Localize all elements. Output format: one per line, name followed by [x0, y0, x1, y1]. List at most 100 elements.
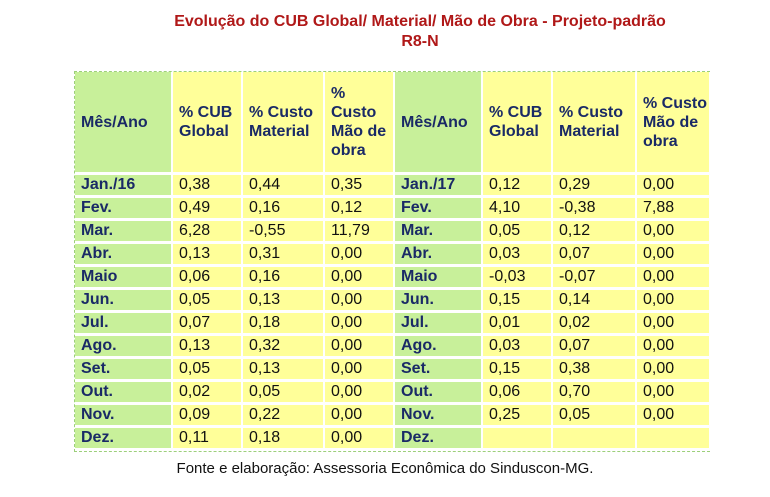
cell-material-2: -0,38 [553, 198, 637, 221]
cell-labor-2 [637, 428, 711, 451]
cell-labor-1: 0,00 [325, 267, 395, 290]
cell-labor-2: 0,00 [637, 290, 711, 313]
table-row: Nov. 0,09 0,22 0,00 Nov. 0,25 0,05 0,00 [75, 405, 711, 428]
cell-cub-global-2: 0,03 [483, 244, 553, 267]
cell-material-2: 0,07 [553, 244, 637, 267]
table-row: Out. 0,02 0,05 0,00 Out. 0,06 0,70 0,00 [75, 382, 711, 405]
cell-month-year-2: Nov. [395, 405, 483, 428]
cell-material-2: 0,05 [553, 405, 637, 428]
cell-month-year-1: Mar. [75, 221, 173, 244]
cell-labor-1: 0,00 [325, 244, 395, 267]
cell-cub-global-1: 0,38 [173, 175, 243, 198]
cell-month-year-1: Abr. [75, 244, 173, 267]
cell-material-1: 0,16 [243, 198, 325, 221]
cell-cub-global-2: -0,03 [483, 267, 553, 290]
cell-cub-global-2: 0,15 [483, 290, 553, 313]
header-cub-global-1: % CUB Global [173, 72, 243, 175]
cell-material-1: 0,13 [243, 359, 325, 382]
title-line-1: Evolução do CUB Global/ Material/ Mão de… [174, 13, 666, 30]
cell-labor-2: 7,88 [637, 198, 711, 221]
header-row: Mês/Ano % CUB Global % Custo Material % … [75, 72, 711, 175]
cell-material-1: 0,31 [243, 244, 325, 267]
cell-labor-2: 0,00 [637, 267, 711, 290]
cell-month-year-1: Ago. [75, 336, 173, 359]
cell-cub-global-2: 0,05 [483, 221, 553, 244]
header-month-year-1: Mês/Ano [75, 72, 173, 175]
cell-cub-global-2: 0,15 [483, 359, 553, 382]
cell-labor-1: 0,00 [325, 336, 395, 359]
table-row: Ago. 0,13 0,32 0,00 Ago. 0,03 0,07 0,00 [75, 336, 711, 359]
table-row: Mar. 6,28 -0,55 11,79 Mar. 0,05 0,12 0,00 [75, 221, 711, 244]
cell-labor-2: 0,00 [637, 244, 711, 267]
table-row: Abr. 0,13 0,31 0,00 Abr. 0,03 0,07 0,00 [75, 244, 711, 267]
cell-labor-2: 0,00 [637, 405, 711, 428]
cell-cub-global-1: 0,13 [173, 244, 243, 267]
cell-cub-global-1: 0,11 [173, 428, 243, 451]
cell-material-2: 0,70 [553, 382, 637, 405]
header-month-year-2: Mês/Ano [395, 72, 483, 175]
cell-month-year-2: Mar. [395, 221, 483, 244]
cub-table-container: Mês/Ano % CUB Global % Custo Material % … [74, 71, 711, 452]
cell-month-year-1: Maio [75, 267, 173, 290]
cell-material-1: 0,44 [243, 175, 325, 198]
cell-month-year-1: Jul. [75, 313, 173, 336]
table-row: Jun. 0,05 0,13 0,00 Jun. 0,15 0,14 0,00 [75, 290, 711, 313]
cell-cub-global-2: 4,10 [483, 198, 553, 221]
table-body: Jan./16 0,38 0,44 0,35 Jan./17 0,12 0,29 0,00 Fe… [75, 175, 711, 451]
cell-material-2: 0,38 [553, 359, 637, 382]
cell-labor-1: 0,00 [325, 359, 395, 382]
cell-cub-global-1: 0,06 [173, 267, 243, 290]
cell-material-1: -0,55 [243, 221, 325, 244]
cell-month-year-1: Set. [75, 359, 173, 382]
table-row: Maio 0,06 0,16 0,00 Maio -0,03 -0,07 0,00 [75, 267, 711, 290]
header-labor-2: % Custo Mão de obra [637, 72, 711, 175]
page-title: Evolução do CUB Global/ Material/ Mão de… [60, 12, 770, 52]
cell-month-year-2: Abr. [395, 244, 483, 267]
cell-labor-1: 0,35 [325, 175, 395, 198]
table-row: Jan./16 0,38 0,44 0,35 Jan./17 0,12 0,29 0,00 [75, 175, 711, 198]
table-row: Fev. 0,49 0,16 0,12 Fev. 4,10 -0,38 7,88 [75, 198, 711, 221]
cell-material-2: 0,02 [553, 313, 637, 336]
cell-material-1: 0,16 [243, 267, 325, 290]
cell-labor-1: 0,00 [325, 382, 395, 405]
cell-cub-global-2: 0,12 [483, 175, 553, 198]
cell-labor-2: 0,00 [637, 336, 711, 359]
cell-material-2 [553, 428, 637, 451]
cell-cub-global-2: 0,06 [483, 382, 553, 405]
header-material-1: % Custo Material [243, 72, 325, 175]
cell-cub-global-1: 6,28 [173, 221, 243, 244]
cell-month-year-2: Maio [395, 267, 483, 290]
cell-cub-global-1: 0,07 [173, 313, 243, 336]
cell-labor-2: 0,00 [637, 359, 711, 382]
header-material-2: % Custo Material [553, 72, 637, 175]
cell-month-year-2: Fev. [395, 198, 483, 221]
cell-month-year-2: Out. [395, 382, 483, 405]
cell-cub-global-1: 0,02 [173, 382, 243, 405]
cell-labor-2: 0,00 [637, 382, 711, 405]
cell-material-2: 0,14 [553, 290, 637, 313]
cell-labor-1: 0,12 [325, 198, 395, 221]
table-row: Set. 0,05 0,13 0,00 Set. 0,15 0,38 0,00 [75, 359, 711, 382]
cub-table: Mês/Ano % CUB Global % Custo Material % … [75, 72, 711, 451]
cell-month-year-1: Fev. [75, 198, 173, 221]
cell-month-year-2: Set. [395, 359, 483, 382]
cell-material-1: 0,18 [243, 313, 325, 336]
cell-month-year-1: Jan./16 [75, 175, 173, 198]
cell-material-1: 0,13 [243, 290, 325, 313]
cell-cub-global-1: 0,09 [173, 405, 243, 428]
cell-labor-2: 0,00 [637, 221, 711, 244]
cell-cub-global-2: 0,03 [483, 336, 553, 359]
header-labor-1: % Custo Mão de obra [325, 72, 395, 175]
cell-labor-2: 0,00 [637, 313, 711, 336]
cell-material-1: 0,22 [243, 405, 325, 428]
cell-cub-global-1: 0,05 [173, 359, 243, 382]
cell-cub-global-1: 0,13 [173, 336, 243, 359]
cell-material-2: -0,07 [553, 267, 637, 290]
header-cub-global-2: % CUB Global [483, 72, 553, 175]
cell-cub-global-1: 0,05 [173, 290, 243, 313]
cell-labor-1: 0,00 [325, 405, 395, 428]
cell-month-year-2: Ago. [395, 336, 483, 359]
title-line-2: R8-N [401, 33, 439, 50]
cell-material-1: 0,18 [243, 428, 325, 451]
cell-labor-1: 0,00 [325, 428, 395, 451]
